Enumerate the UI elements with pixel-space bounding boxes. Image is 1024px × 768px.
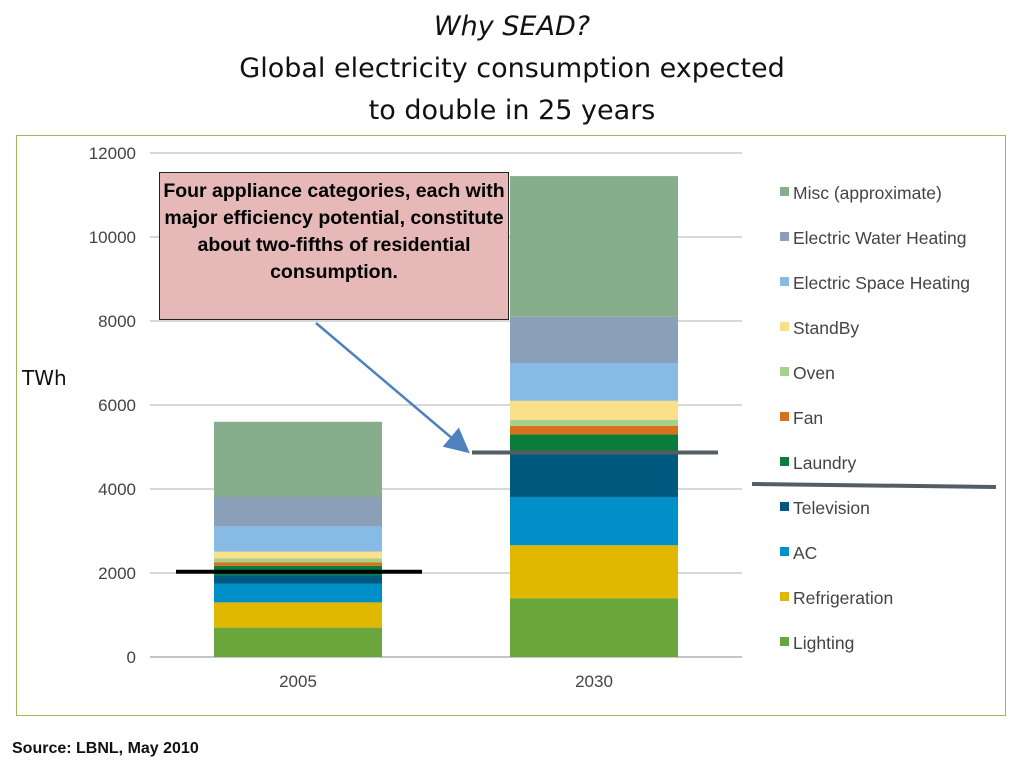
y-tick-label: 4000 xyxy=(98,480,136,499)
y-tick-label: 0 xyxy=(127,648,136,667)
legend-swatch xyxy=(780,322,789,331)
y-tick-label: 2000 xyxy=(98,564,136,583)
legend-label: Television xyxy=(793,498,870,518)
title-line-3: to double in 25 years xyxy=(368,95,656,126)
legend-label: Laundry xyxy=(793,453,856,473)
bar-segment xyxy=(214,562,382,566)
callout-box: Four appliance categories, each with maj… xyxy=(159,172,509,320)
bar-segment xyxy=(510,400,678,420)
legend-label: Misc (approximate) xyxy=(793,183,942,203)
bar-segment xyxy=(510,451,678,497)
legend-swatch xyxy=(780,592,789,601)
bar-segment xyxy=(214,421,382,497)
legend-swatch xyxy=(780,547,789,556)
bar-segment xyxy=(510,363,678,401)
title-line-1: Why SEAD? xyxy=(433,11,591,42)
legend-label: Electric Space Heating xyxy=(793,273,970,293)
bar-segment xyxy=(510,496,678,546)
bar-segment xyxy=(510,545,678,599)
legend-reference-line xyxy=(751,482,997,489)
legend-swatch xyxy=(780,277,789,286)
bar-segment xyxy=(510,176,678,317)
legend-swatch xyxy=(780,457,789,466)
bar-segment xyxy=(214,551,382,559)
bar-segment xyxy=(214,575,382,584)
x-tick-label: 2005 xyxy=(279,672,317,691)
legend-label: Electric Water Heating xyxy=(793,228,966,248)
bar-segment xyxy=(510,434,678,452)
bar-segment xyxy=(214,583,382,603)
legend-swatch xyxy=(780,232,789,241)
legend-label: StandBy xyxy=(793,318,859,338)
bar-segment xyxy=(510,426,678,435)
legend-swatch xyxy=(780,187,789,196)
bar-segment xyxy=(510,598,678,657)
y-tick-label: 6000 xyxy=(98,396,136,415)
legend-swatch xyxy=(780,637,789,646)
bar-segment xyxy=(510,316,678,363)
x-tick-label: 2030 xyxy=(575,672,613,691)
bar-segment xyxy=(214,496,382,527)
bar-segment xyxy=(510,419,678,426)
y-tick-label: 12000 xyxy=(89,144,136,163)
legend-swatch xyxy=(780,367,789,376)
legend-label: Fan xyxy=(793,408,823,428)
bar-segment xyxy=(214,627,382,657)
legend-label: Refrigeration xyxy=(793,588,893,608)
legend-swatch xyxy=(780,412,789,421)
bar-segment xyxy=(214,526,382,552)
legend-label: Lighting xyxy=(793,633,854,653)
source-note: Source: LBNL, May 2010 xyxy=(12,740,199,757)
legend-label: AC xyxy=(793,543,817,563)
y-axis-label: TWh xyxy=(22,366,67,390)
bar-segment xyxy=(214,602,382,628)
legend-swatch xyxy=(780,502,789,511)
y-tick-label: 10000 xyxy=(89,228,136,247)
chart-frame xyxy=(16,135,1006,716)
title-line-2: Global electricity consumption expected xyxy=(239,53,785,84)
y-tick-label: 8000 xyxy=(98,312,136,331)
slide-title: Why SEAD? Global electricity consumption… xyxy=(0,6,1024,132)
bar-segment xyxy=(214,558,382,563)
legend-label: Oven xyxy=(793,363,835,383)
